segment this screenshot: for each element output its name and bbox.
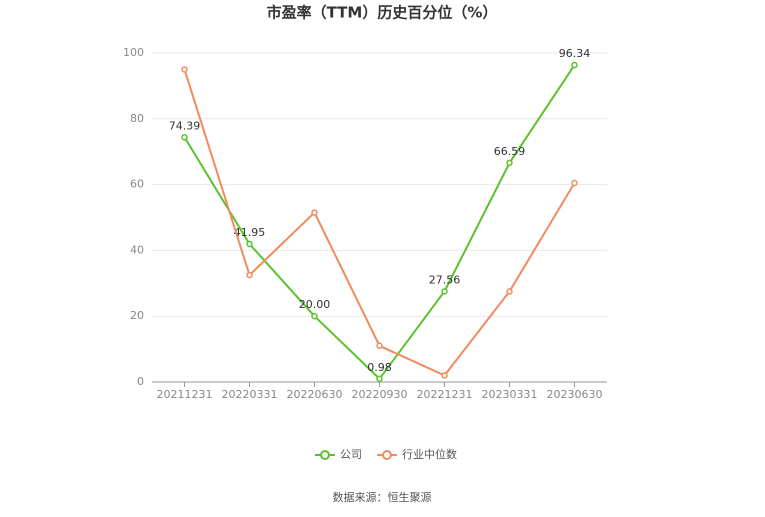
- legend-label: 行业中位数: [402, 447, 457, 461]
- data-point: [181, 66, 188, 73]
- y-tick-label: 60: [130, 178, 144, 191]
- source-note: 数据来源：恒生聚源: [333, 490, 432, 504]
- value-label: 66.59: [494, 145, 526, 158]
- x-tick-label: 20220930: [352, 388, 408, 401]
- x-tick-label: 20230331: [482, 388, 538, 401]
- x-tick-label: 20220630: [287, 388, 343, 401]
- x-tick-label: 20211231: [157, 388, 213, 401]
- y-tick-label: 40: [130, 243, 144, 256]
- y-tick-label: 20: [130, 309, 144, 322]
- data-point: [571, 61, 578, 69]
- value-label: 20.00: [299, 298, 331, 311]
- data-point: [571, 179, 578, 187]
- x-tick-label: 20220331: [222, 388, 278, 401]
- data-point: [246, 271, 253, 279]
- x-tick-label: 20230630: [547, 388, 603, 401]
- y-tick-label: 100: [123, 46, 144, 59]
- value-label: 27.56: [429, 273, 461, 286]
- x-tick-label: 20221231: [417, 388, 473, 401]
- legend-marker: [320, 450, 330, 460]
- data-point: [311, 312, 318, 320]
- value-label: 0.98: [367, 361, 392, 374]
- value-label: 96.34: [559, 47, 591, 60]
- data-point: [246, 240, 253, 248]
- legend-label: 公司: [340, 448, 362, 461]
- series-line: [183, 69, 576, 377]
- chart-title: 市盈率（TTM）历史百分位（%）: [267, 4, 498, 22]
- value-label: 74.39: [169, 119, 201, 132]
- data-point: [441, 288, 448, 295]
- data-point: [376, 342, 383, 350]
- data-point: [506, 288, 513, 295]
- legend-marker: [382, 450, 392, 460]
- y-tick-label: 80: [130, 112, 144, 125]
- data-point: [181, 134, 188, 141]
- value-label: 41.95: [234, 226, 266, 239]
- data-point: [441, 372, 448, 379]
- y-tick-label: 0: [137, 375, 144, 388]
- data-point: [506, 159, 513, 167]
- data-point: [376, 375, 383, 383]
- data-point: [311, 209, 318, 216]
- series-line: [183, 64, 576, 381]
